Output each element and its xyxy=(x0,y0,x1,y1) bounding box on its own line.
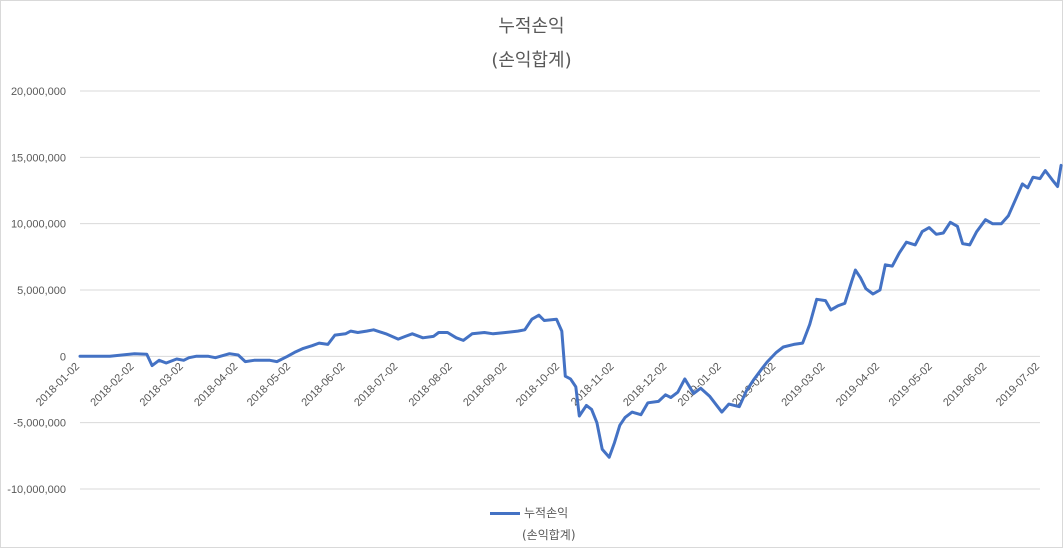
y-tick-label: 0 xyxy=(60,351,66,363)
x-tick-label: 2019-06-02 xyxy=(941,361,989,409)
x-tick-label: 2018-10-02 xyxy=(514,361,562,409)
y-axis-ticks: 20,000,000 15,000,000 10,000,000 5,000,000 0… xyxy=(7,86,66,496)
legend-line-swatch xyxy=(490,512,520,515)
x-tick-label: 2018-04-02 xyxy=(192,361,240,409)
x-tick-label: 2018-07-02 xyxy=(352,361,400,409)
y-tick-label: 15,000,000 xyxy=(11,152,66,164)
y-tick-label: -10,000,000 xyxy=(7,484,66,496)
x-tick-label: 2018-02-02 xyxy=(88,361,136,409)
x-tick-label: 2019-05-02 xyxy=(887,361,935,409)
x-tick-label: 2019-07-02 xyxy=(994,361,1042,409)
legend-sublabel: (손익합계) xyxy=(522,528,576,542)
x-tick-label: 2018-12-02 xyxy=(621,361,669,409)
chart-title: 누적손익 xyxy=(498,16,565,37)
x-tick-label: 2018-03-02 xyxy=(138,361,186,409)
x-tick-label: 2019-04-02 xyxy=(834,361,882,409)
legend-label: 누적손익 xyxy=(524,506,569,520)
x-tick-label: 2019-03-02 xyxy=(779,361,827,409)
chart-subtitle: (손익합계) xyxy=(491,50,572,71)
gridlines xyxy=(80,90,1040,490)
series-line xyxy=(78,163,1063,459)
series-group xyxy=(78,163,1063,459)
y-tick-label: 5,000,000 xyxy=(17,285,66,297)
x-tick-label: 2018-09-02 xyxy=(461,361,509,409)
x-tick-label: 2018-01-02 xyxy=(34,361,82,409)
x-tick-label: 2018-08-02 xyxy=(407,361,455,409)
x-axis-ticks: 2018-01-02 2018-02-02 2018-03-02 2018-04-02… xyxy=(34,361,1042,409)
x-tick-label: 2018-06-02 xyxy=(299,361,347,409)
y-tick-label: 10,000,000 xyxy=(11,219,66,231)
y-tick-label: -5,000,000 xyxy=(13,418,66,430)
x-tick-label: 2018-05-02 xyxy=(245,361,293,409)
x-tick-label: 2019-02-02 xyxy=(730,361,778,409)
y-tick-label: 20,000,000 xyxy=(11,86,66,98)
